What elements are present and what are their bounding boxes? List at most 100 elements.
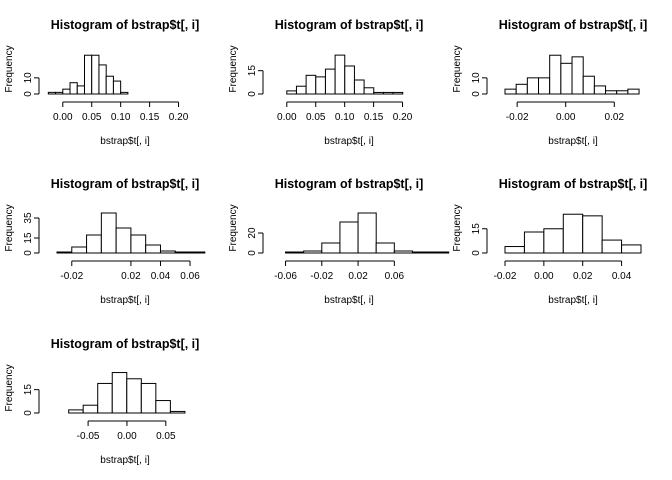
panel-title: Histogram of bstrap$t[, i] <box>275 18 424 32</box>
histogram-bar <box>382 91 394 95</box>
x-tick-label: -0.02 <box>310 271 333 282</box>
histogram-bar <box>515 83 528 95</box>
histogram-bar <box>295 85 307 95</box>
histogram-bar <box>62 88 71 95</box>
histogram-bar <box>543 228 564 254</box>
y-axis-label: Frequency <box>4 364 15 411</box>
histogram-bar <box>126 378 142 414</box>
histogram-panel-3: Histogram of bstrap$t[, i] -0.02 0.00 0.02 0… <box>452 18 647 147</box>
x-tick-label: -0.06 <box>274 271 297 282</box>
histogram-bar <box>601 239 623 254</box>
histogram-bar <box>393 250 413 254</box>
x-tick-label: 0.00 <box>556 112 576 123</box>
y-tick-label: 0 <box>23 250 34 256</box>
histogram-bar <box>582 215 603 254</box>
panel-title: Histogram of bstrap$t[, i] <box>499 18 648 32</box>
histogram-panel-6: Histogram of bstrap$t[, i] -0.02 0.00 0.02 0… <box>452 177 647 306</box>
histogram-bar <box>562 213 584 254</box>
x-tick-label: 0.00 <box>117 431 137 442</box>
histogram-bar <box>86 234 102 254</box>
x-axis-label: bstrap$t[, i] <box>324 295 374 306</box>
histogram-bar <box>344 65 355 95</box>
y-axis-label: Frequency <box>452 45 463 92</box>
x-tick-label: 0.15 <box>140 112 160 123</box>
histogram-panel-2: Histogram of bstrap$t[, i] 0.00 0.05 0.10 0.… <box>228 18 423 147</box>
x-tick-label: -0.02 <box>506 112 529 123</box>
panel-title: Histogram of bstrap$t[, i] <box>275 177 424 191</box>
histogram-bar <box>120 91 129 95</box>
histogram-bar <box>334 54 346 95</box>
x-tick-label: -0.02 <box>494 271 517 282</box>
histogram-panel-5: Histogram of bstrap$t[, i] -0.06 -0.02 0.02… <box>228 177 450 306</box>
y-tick-label: 0 <box>471 250 482 256</box>
y-tick-label: 15 <box>23 384 34 396</box>
x-tick-label: 0.05 <box>156 431 176 442</box>
x-tick-label: 0.02 <box>348 271 368 282</box>
histogram-panel-4: Histogram of bstrap$t[, i] -0.02 0.02 0.04 0… <box>4 177 206 306</box>
x-tick-label: 0.04 <box>612 271 632 282</box>
histogram-bar <box>286 90 297 95</box>
histogram-bar <box>621 244 642 254</box>
y-tick-label: 0 <box>23 91 34 97</box>
x-tick-label: 0.06 <box>385 271 405 282</box>
histogram-bar <box>339 221 359 254</box>
y-tick-label: 0 <box>471 91 482 97</box>
histogram-bar <box>430 251 450 254</box>
histogram-bar <box>504 246 525 254</box>
x-tick-label: 0.00 <box>534 271 554 282</box>
histogram-bar <box>375 242 395 254</box>
x-axis-label: bstrap$t[, i] <box>324 136 374 147</box>
histogram-bar <box>145 244 161 254</box>
x-tick-label: 0.02 <box>605 112 625 123</box>
x-tick-label: 0.10 <box>335 112 355 123</box>
x-tick-label: 0.00 <box>53 112 73 123</box>
x-axis-label: bstrap$t[, i] <box>548 295 598 306</box>
histogram-bar <box>616 90 629 95</box>
histogram-bar <box>140 382 157 414</box>
histogram-bar <box>538 77 551 95</box>
panel-title: Histogram of bstrap$t[, i] <box>51 18 200 32</box>
x-axis-label: bstrap$t[, i] <box>548 136 598 147</box>
x-tick-label: 0.05 <box>306 112 326 123</box>
histogram-bar <box>305 74 317 95</box>
x-axis-label: bstrap$t[, i] <box>100 136 150 147</box>
histogram-bar <box>71 246 88 254</box>
histogram-bar <box>504 88 517 95</box>
histogram-bar <box>353 79 365 95</box>
histogram-bar <box>82 404 99 414</box>
y-axis-label: Frequency <box>4 45 15 92</box>
histogram-bar <box>91 54 100 95</box>
histogram-bar <box>169 410 186 414</box>
histogram-bar <box>97 382 113 414</box>
x-tick-label: 0.00 <box>277 112 297 123</box>
histogram-bar <box>303 250 323 254</box>
x-tick-label: -0.02 <box>60 271 83 282</box>
x-tick-label: 0.10 <box>111 112 131 123</box>
histogram-bar <box>549 54 562 95</box>
x-tick-label: 0.06 <box>180 271 200 282</box>
x-tick-label: 0.02 <box>573 271 593 282</box>
histogram-bar <box>111 372 128 414</box>
histogram-bar <box>582 75 595 95</box>
histogram-bar <box>155 400 171 414</box>
histogram-bar <box>98 64 107 95</box>
histogram-bar <box>526 77 540 95</box>
x-tick-label: 0.20 <box>393 112 413 123</box>
histogram-bar <box>593 85 607 95</box>
panel-title: Histogram of bstrap$t[, i] <box>499 177 648 191</box>
histogram-bar <box>324 68 336 95</box>
histogram-bar <box>47 91 57 95</box>
y-tick-label: 10 <box>23 72 34 84</box>
panel-title: Histogram of bstrap$t[, i] <box>51 177 200 191</box>
histogram-bar <box>112 80 122 95</box>
x-tick-label: 0.04 <box>151 271 171 282</box>
histogram-bar <box>363 87 375 95</box>
histogram-bar <box>189 251 206 254</box>
y-axis-label: Frequency <box>4 204 15 251</box>
x-tick-label: 0.05 <box>82 112 102 123</box>
panel-title: Histogram of bstrap$t[, i] <box>51 337 200 351</box>
histogram-bar <box>76 85 85 95</box>
y-tick-label: 20 <box>247 227 258 239</box>
histogram-bar <box>285 251 305 254</box>
